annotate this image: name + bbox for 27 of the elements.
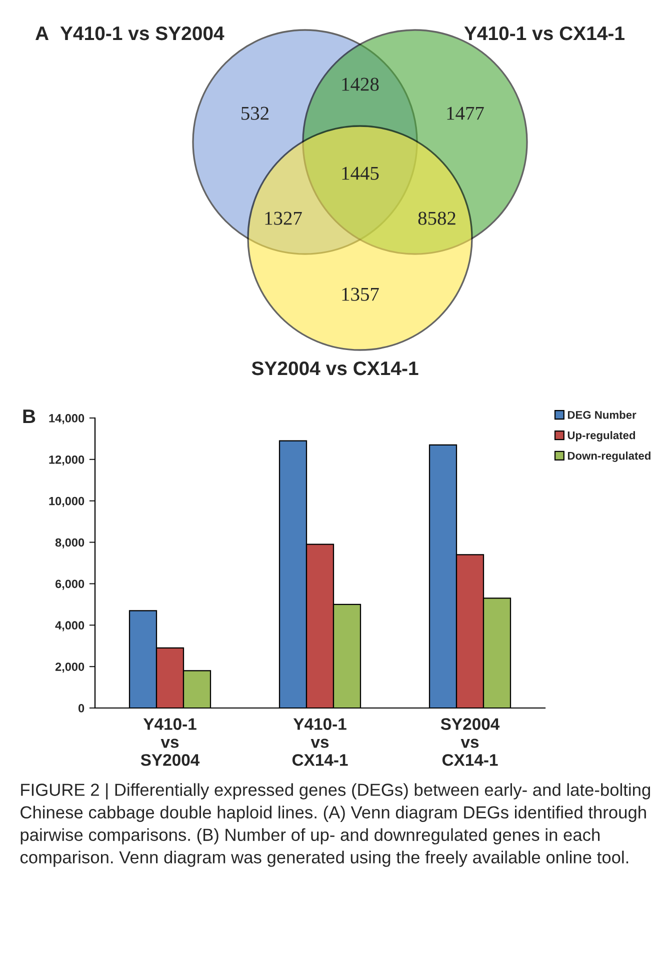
legend-label: Up-regulated [568, 431, 636, 442]
legend-label: Down-regulated [568, 452, 650, 462]
y-tick-label: 8,000 [55, 538, 84, 548]
chart-title: B [23, 410, 36, 424]
text: Y410-1 vs CX14-1 [464, 26, 624, 40]
legend-label: DEG Number [568, 410, 636, 419]
y-tick-label: 0 [78, 704, 84, 712]
y-tick-label: 2,000 [55, 662, 84, 673]
text: 1477 [447, 106, 484, 120]
x-tick-label: Y410-1 vs CX14-1 [292, 718, 348, 766]
text: SY2004 vs CX14-1 [252, 361, 418, 376]
y-tick-label: 14,000 [49, 414, 84, 424]
text: Y410-1 vs SY2004 [60, 26, 224, 40]
y-tick-label: 6,000 [55, 580, 84, 590]
text: 532 [242, 106, 269, 120]
caption: FIGURE 2 | Differentially expressed genes (DEGs) between early- and late-bolting Chinese cabbage double haploid lines. (A) Venn diagram DEGs identified through pairwise comparisons. (B) Number of up- and downregulated genes in each comparison. Venn diagram was generated using the freely available online tool. [20, 783, 650, 867]
text: 8582 [418, 212, 456, 225]
text: 1428 [342, 78, 379, 91]
text: A [35, 26, 49, 40]
text: 1327 [265, 212, 302, 225]
text: 1357 [342, 288, 379, 301]
x-tick-label: SY2004 vs CX14-1 [440, 718, 500, 766]
y-tick-label: 10,000 [49, 496, 84, 507]
x-tick-label: Y410-1 vs SY2004 [140, 718, 200, 766]
y-tick-label: 12,000 [49, 455, 84, 466]
y-tick-label: 4,000 [55, 621, 84, 632]
text: 1445 [342, 166, 379, 180]
